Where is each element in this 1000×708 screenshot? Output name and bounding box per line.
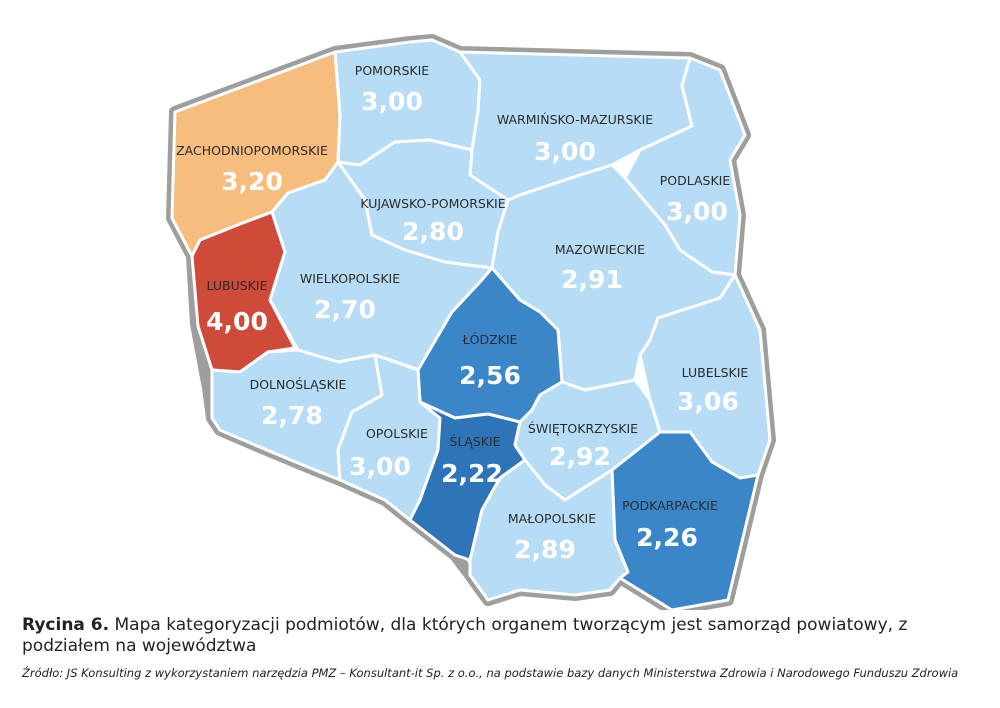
- poland-voivodeship-map: ZACHODNIOPOMORSKIE 3,20 POMORSKIE 3,00 W…: [166, 34, 776, 610]
- region-name: WIELKOPOLSKIE: [300, 271, 400, 286]
- region-value: 3,00: [666, 197, 728, 226]
- region-value: 2,89: [514, 535, 576, 564]
- region-value: 2,92: [549, 442, 611, 471]
- region-value: 3,00: [534, 137, 596, 166]
- region-name: ŁÓDZKIE: [462, 332, 518, 347]
- region-value: 4,00: [206, 307, 268, 336]
- region-value: 2,70: [314, 295, 376, 324]
- region-name: ŚLĄSKIE: [449, 434, 500, 449]
- region-value: 3,20: [221, 167, 283, 196]
- region-value: 2,56: [459, 361, 521, 390]
- region-value: 3,06: [677, 387, 739, 416]
- region-name: DOLNOŚLĄSKIE: [250, 377, 347, 392]
- region-shape: [610, 430, 760, 610]
- figure-label: Rycina 6.: [22, 615, 110, 635]
- region-value: 2,22: [441, 459, 503, 488]
- region-name: PODLASKIE: [660, 173, 731, 188]
- region-value: 2,78: [261, 401, 323, 430]
- region-value: 2,26: [636, 523, 698, 552]
- region-value: 2,80: [402, 217, 464, 246]
- region-value: 2,91: [561, 265, 623, 294]
- region-name: WARMIŃSKO-MAZURSKIE: [497, 112, 653, 127]
- region-name: KUJAWSKO-POMORSKIE: [360, 196, 505, 211]
- source-note: Źródło: JS Konsulting z wykorzystaniem n…: [22, 666, 959, 680]
- region-name: MAŁOPOLSKIE: [508, 511, 596, 526]
- region-name: ŚWIĘTOKRZYSKIE: [528, 421, 638, 436]
- region-name: POMORSKIE: [355, 63, 430, 78]
- region-name: PODKARPACKIE: [622, 498, 718, 513]
- region-value: 3,00: [361, 87, 423, 116]
- region-name: LUBUSKIE: [207, 278, 268, 293]
- region-value: 3,00: [349, 452, 411, 481]
- region-name: OPOLSKIE: [366, 426, 428, 441]
- region-name: LUBELSKIE: [682, 365, 749, 380]
- region-name: ZACHODNIOPOMORSKIE: [176, 143, 328, 158]
- figure-caption: Rycina 6. Mapa kategoryzacji podmiotów, …: [22, 615, 982, 657]
- region-name: MAZOWIECKIE: [555, 242, 645, 257]
- figure-caption-text: Mapa kategoryzacji podmiotów, dla któryc…: [22, 615, 908, 656]
